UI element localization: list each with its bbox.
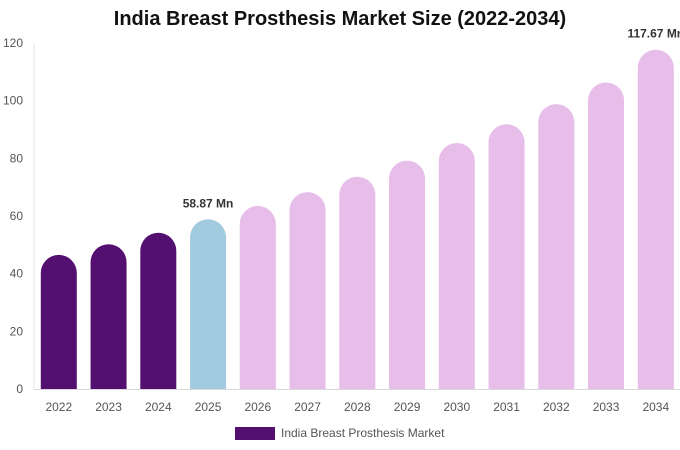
legend[interactable]: India Breast Prosthesis Market (235, 426, 445, 440)
data-labels: 58.87 Mn 117.67 Mn (183, 27, 680, 211)
bar-2030[interactable] (438, 143, 475, 389)
bar-2028[interactable] (339, 176, 376, 389)
y-axis: 0 20 40 60 80 100 120 (3, 36, 35, 396)
bars (40, 49, 674, 390)
legend-swatch (235, 427, 275, 440)
y-tick-label: 120 (3, 36, 23, 50)
data-label-2034: 117.67 Mn (627, 27, 680, 41)
bar-2029[interactable] (389, 160, 426, 389)
x-tick-label: 2027 (294, 400, 321, 414)
y-tick-label: 0 (16, 382, 23, 396)
x-tick-label: 2028 (344, 400, 371, 414)
x-tick-label: 2034 (642, 400, 669, 414)
chart-title: India Breast Prosthesis Market Size (202… (113, 8, 567, 30)
x-tick-label: 2033 (593, 400, 620, 414)
x-axis: 2022 2023 2024 2025 2026 2027 2028 2029 2030 2031… (34, 389, 680, 414)
bar-2022[interactable] (40, 254, 77, 389)
x-tick-label: 2031 (493, 400, 520, 414)
x-tick-label: 2023 (95, 400, 122, 414)
x-tick-label: 2029 (394, 400, 421, 414)
x-tick-label: 2030 (443, 400, 470, 414)
x-tick-label: 2025 (195, 400, 222, 414)
bar-2026[interactable] (239, 205, 276, 389)
y-tick-label: 60 (10, 209, 24, 223)
x-tick-label: 2022 (45, 400, 72, 414)
bar-2024[interactable] (140, 232, 177, 389)
x-tick-label: 2026 (244, 400, 271, 414)
bar-2034[interactable] (637, 49, 674, 389)
y-tick-label: 100 (3, 94, 23, 108)
x-tick-label: 2024 (145, 400, 172, 414)
data-label-2025: 58.87 Mn (183, 196, 234, 210)
bar-2027[interactable] (289, 192, 326, 389)
x-tick-label: 2032 (543, 400, 570, 414)
bar-2023[interactable] (90, 244, 127, 389)
bar-2031[interactable] (488, 124, 525, 390)
y-tick-label: 40 (10, 267, 24, 281)
bar-2025[interactable] (190, 219, 227, 389)
y-tick-label: 80 (10, 151, 24, 165)
legend-label: India Breast Prosthesis Market (281, 426, 445, 440)
bar-2032[interactable] (538, 104, 575, 390)
bar-2033[interactable] (588, 82, 625, 389)
y-tick-label: 20 (10, 324, 24, 338)
